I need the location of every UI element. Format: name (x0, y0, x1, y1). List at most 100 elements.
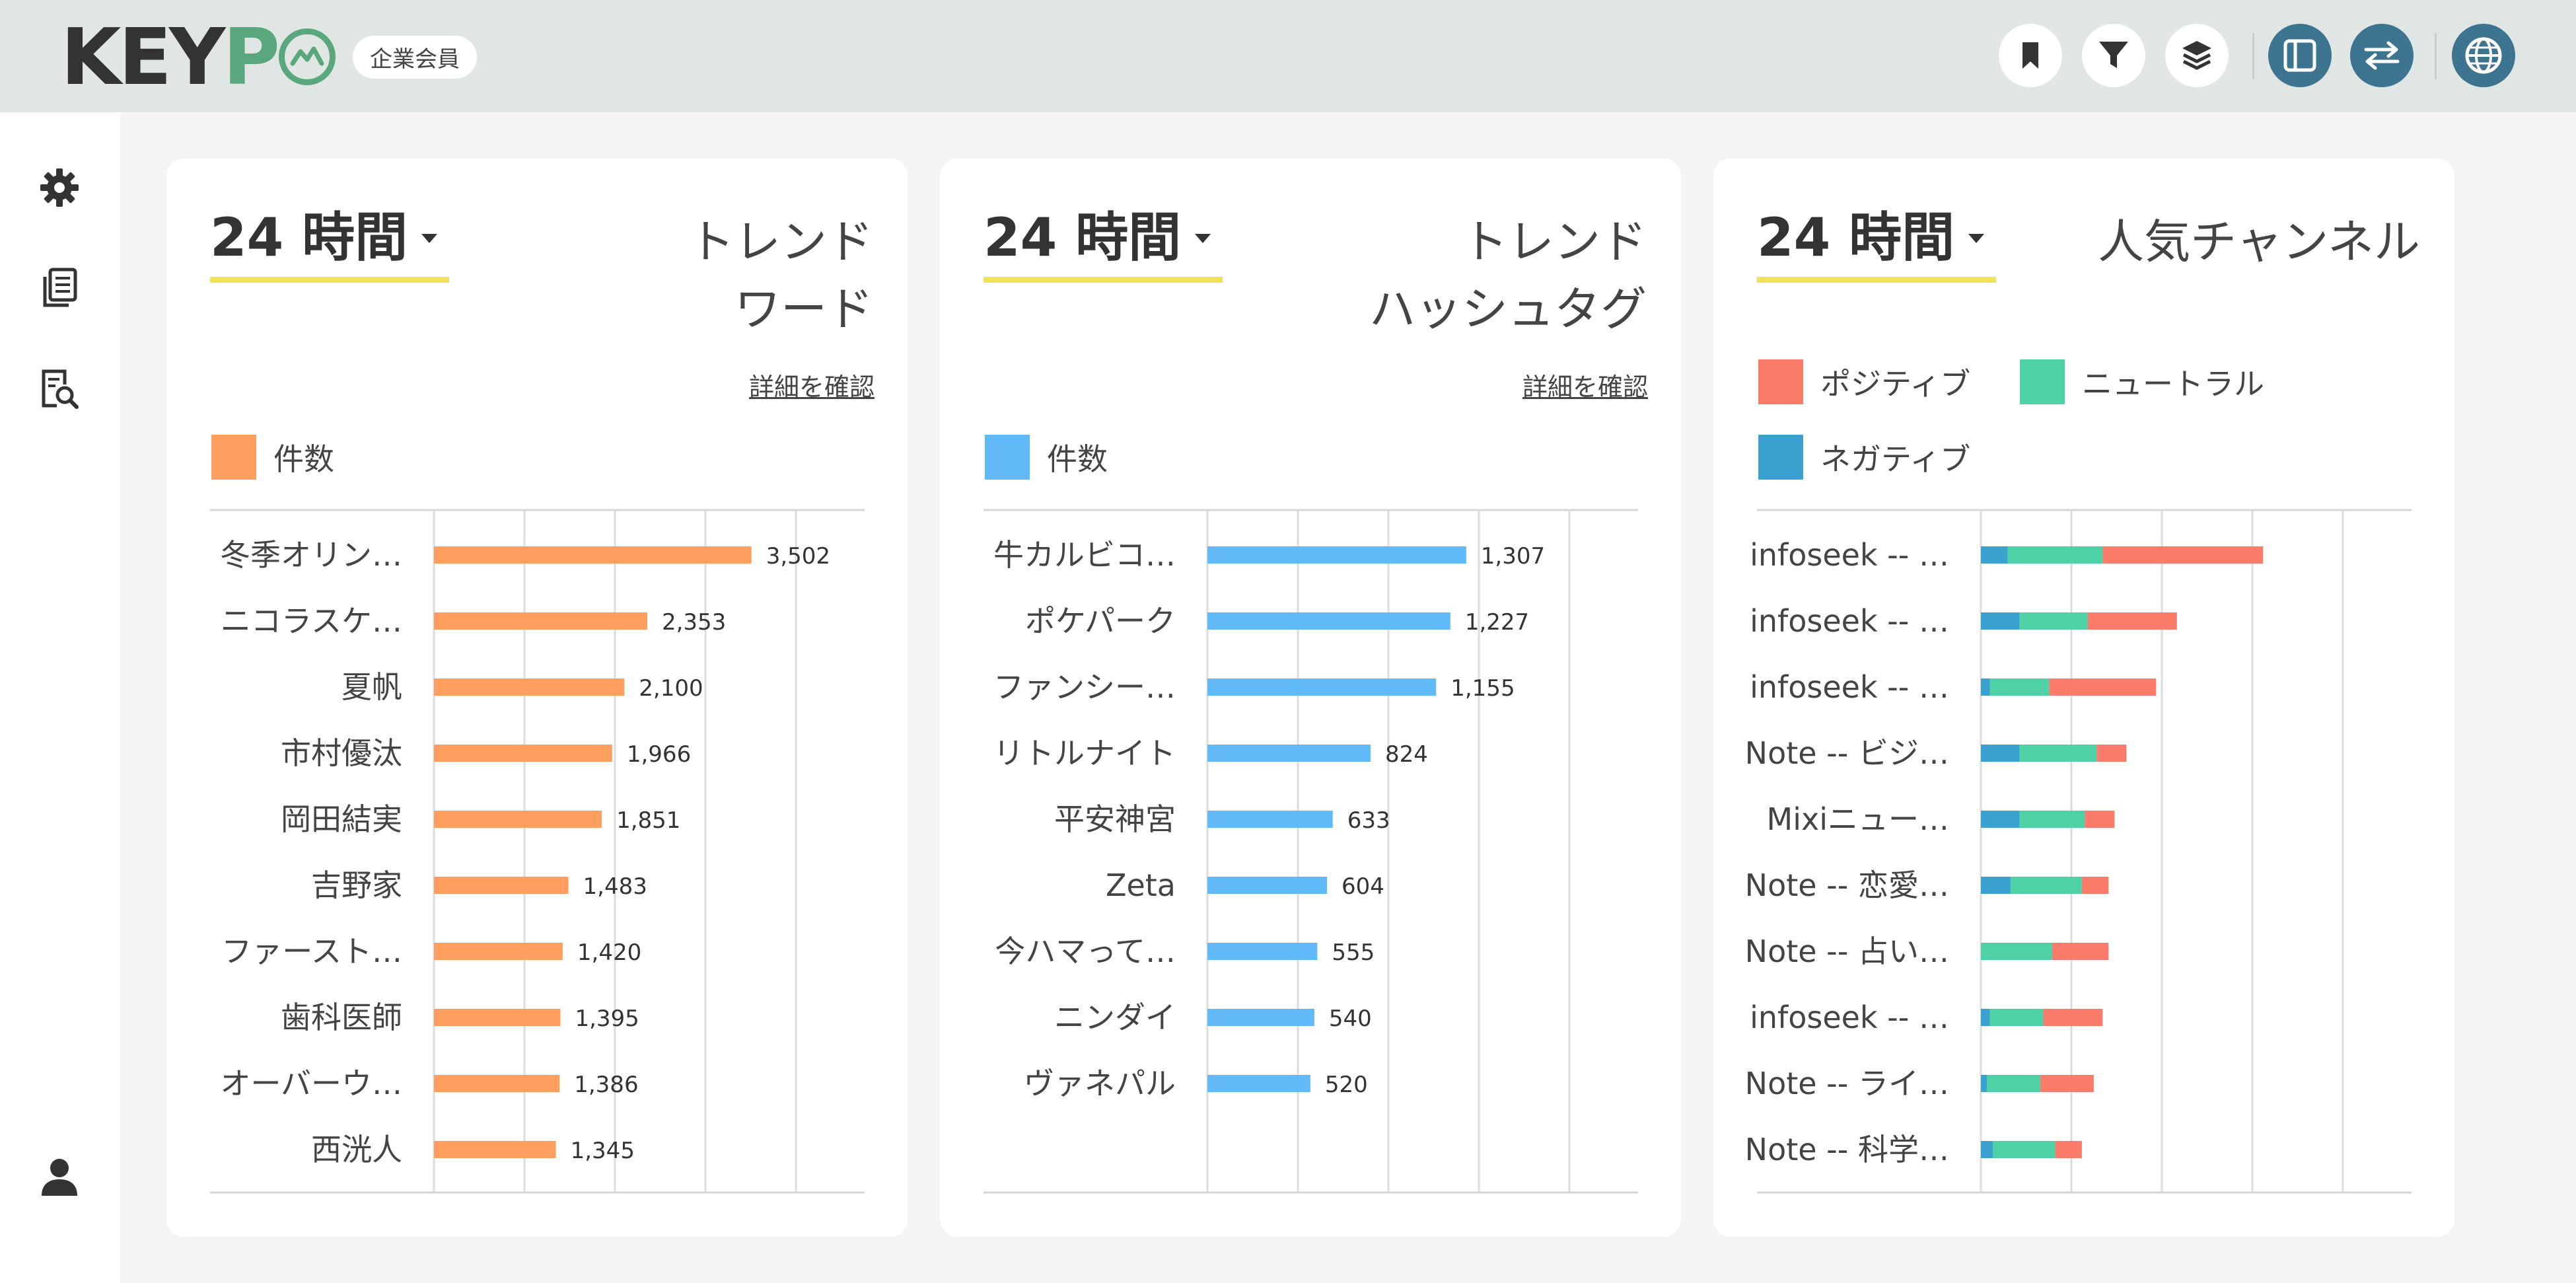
detail-link[interactable]: 詳細を確認 (748, 373, 875, 402)
sidebar-item-settings[interactable] (38, 166, 81, 209)
category-label: リトルナイト (993, 735, 1176, 771)
detail-link[interactable]: 詳細を確認 (1522, 373, 1648, 402)
caret-down-icon (421, 234, 437, 243)
bar-件数 (1207, 811, 1333, 828)
category-label: 冬季オリン… (220, 537, 402, 573)
period-selector[interactable]: 24 時間 (1757, 205, 1996, 283)
category-label: 岡田結実 (281, 801, 402, 837)
category-label: 歯科医師 (281, 1000, 402, 1035)
period-label: 24 時間 (984, 207, 1182, 268)
app-logo[interactable]: KEYP 企業会員 (61, 11, 477, 102)
period-label: 24 時間 (1757, 207, 1955, 268)
value-label: 1,851 (616, 807, 680, 834)
value-label: 1,966 (627, 741, 691, 768)
legend-swatch (1758, 435, 1803, 480)
bar-ニュートラル (1981, 943, 2052, 960)
popular-channel-chart: infoseek -- … infoseek -- … infoseek -- … N… (1745, 509, 2412, 1194)
category-label: infoseek -- … (1750, 603, 1949, 639)
bar-ネガティブ (1981, 546, 2008, 564)
trend-hashtag-card: 24 時間 トレンド ハッシュタグ 詳細を確認 件数 牛カルビコ… 1,307 ポケ… (940, 159, 1681, 1237)
bar-ネガティブ (1981, 1141, 1993, 1158)
bookmark-button[interactable] (1999, 24, 2062, 87)
legend-swatch (211, 435, 256, 480)
legend-swatch (1758, 359, 1803, 404)
value-label: 1,227 (1465, 609, 1529, 636)
logo-text: KEYP (61, 11, 280, 102)
legend-label: 件数 (273, 441, 334, 477)
bar-ネガティブ (1981, 877, 2011, 894)
bar-ポジティブ (2052, 943, 2109, 960)
bar-ポジティブ (2055, 1141, 2082, 1158)
bar-ニュートラル (2019, 811, 2085, 828)
bar-件数 (434, 678, 625, 696)
value-label: 520 (1325, 1072, 1368, 1098)
settings-icon (40, 168, 79, 207)
bar-件数 (1207, 745, 1371, 762)
category-label: ヴァネパル (1024, 1066, 1176, 1101)
sidebar-item-user[interactable] (38, 1156, 81, 1198)
category-label: オーバーウ… (220, 1066, 402, 1101)
header-divider (2252, 33, 2254, 79)
filter-button[interactable] (2082, 24, 2145, 87)
category-label: 平安神宮 (1054, 801, 1176, 837)
legend-label: 件数 (1047, 441, 1108, 477)
period-selector[interactable]: 24 時間 (210, 205, 449, 283)
category-label: 今ハマって… (995, 934, 1176, 969)
bar-ニュートラル (1989, 1009, 2044, 1026)
legend-item: 件数 (985, 435, 1108, 480)
bar-ニュートラル (2019, 612, 2088, 630)
value-label: 1,345 (571, 1138, 635, 1164)
caret-down-icon (1195, 234, 1211, 243)
value-label: 1,307 (1481, 543, 1545, 569)
category-label: infoseek -- … (1750, 669, 1949, 705)
category-label: infoseek -- … (1750, 537, 1949, 573)
language-button[interactable] (2452, 24, 2515, 87)
category-label: 夏帆 (341, 669, 402, 705)
sidebar (0, 112, 120, 1283)
bar-ネガティブ (1981, 811, 2020, 828)
period-selector[interactable]: 24 時間 (984, 205, 1223, 283)
trend-word-card: 24 時間 トレンド ワード 詳細を確認 件数 冬季オリン… 3,502 ニコラスケ… (166, 159, 908, 1237)
category-label: 西洸人 (311, 1132, 402, 1167)
layers-icon (2182, 41, 2211, 70)
swap-button[interactable] (2350, 24, 2414, 87)
bar-ポジティブ (2043, 1009, 2103, 1026)
value-label: 1,386 (574, 1072, 638, 1098)
bar-ポジティブ (2096, 745, 2127, 762)
popular-channel-card: 24 時間 人気チャンネル ポジティブ ニュートラル ネガティブ infosee… (1713, 159, 2454, 1237)
category-label: ニコラスケ… (221, 603, 402, 639)
value-label: 2,353 (662, 609, 726, 636)
category-label: 牛カルビコ… (993, 537, 1176, 573)
bar-件数 (1207, 612, 1450, 630)
bar-ネガティブ (1981, 745, 2020, 762)
caret-down-icon (1968, 234, 1984, 243)
period-label: 24 時間 (210, 207, 408, 268)
card-title: トレンド ワード (688, 215, 873, 336)
trend-hashtag-chart: 牛カルビコ… 1,307 ポケパーク 1,227 ファンシー… 1,155 リトルナイト 82… (984, 509, 1638, 1194)
value-label: 3,502 (766, 543, 830, 569)
bar-件数 (434, 745, 612, 762)
category-label: Note -- ライ… (1745, 1066, 1949, 1101)
panel-toggle-button[interactable] (2268, 24, 2332, 87)
bar-件数 (434, 877, 569, 894)
bar-件数 (1207, 943, 1318, 960)
card-title: 人気チャンネル (2098, 215, 2420, 269)
sidebar-item-document-search[interactable] (38, 367, 81, 410)
legend-label: ポジティブ (1820, 366, 1971, 402)
bar-ポジティブ (2040, 1075, 2094, 1092)
bar-ネガティブ (1981, 678, 1990, 696)
bookmark-icon (2022, 42, 2038, 69)
category-label: Note -- 恋愛… (1745, 867, 1949, 903)
value-label: 604 (1342, 873, 1384, 900)
bar-件数 (434, 1009, 561, 1026)
category-label: infoseek -- … (1750, 1000, 1949, 1035)
layers-button[interactable] (2165, 24, 2229, 87)
header-divider (2435, 33, 2437, 79)
documents-icon (43, 268, 77, 307)
category-label: 市村優汰 (281, 735, 402, 771)
bar-ポジティブ (2081, 877, 2109, 894)
bar-ニュートラル (2007, 546, 2103, 564)
category-label: ファンシー… (993, 669, 1176, 705)
logo-mark-icon (278, 28, 336, 85)
sidebar-item-documents[interactable] (38, 267, 81, 309)
